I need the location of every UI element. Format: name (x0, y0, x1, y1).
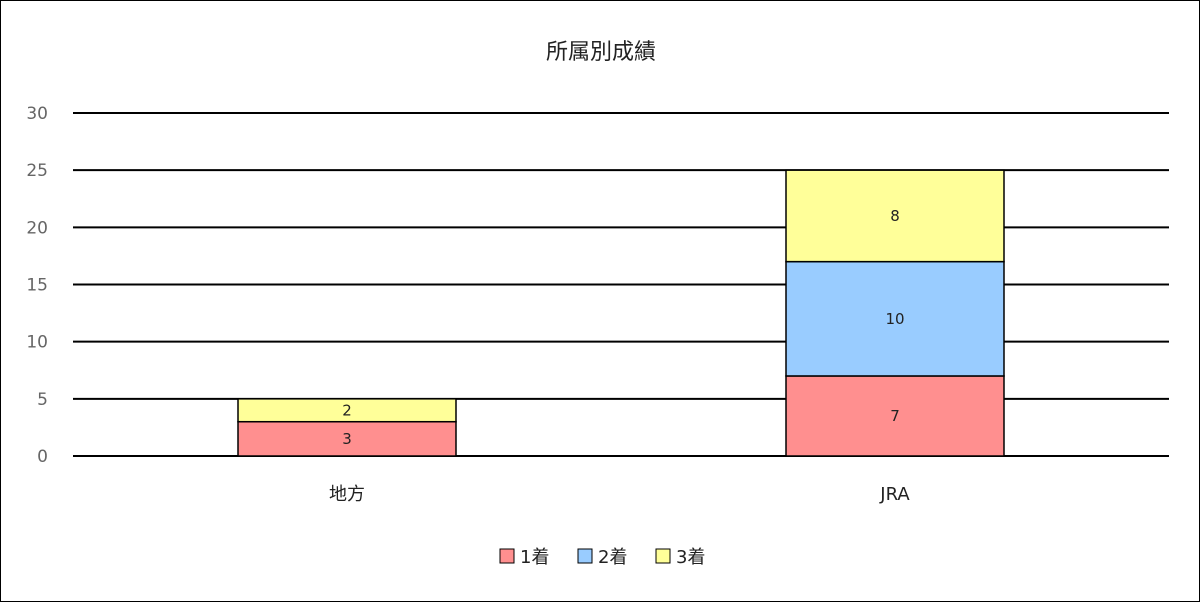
legend-swatch (499, 548, 515, 564)
legend-swatch (577, 548, 593, 564)
x-axis-ticks: 地方 JRA (329, 484, 910, 505)
legend: 1着 2着 3着 (499, 547, 705, 568)
y-tick-label: 0 (37, 447, 48, 467)
data-label: 7 (890, 407, 900, 425)
legend-swatch (655, 548, 671, 564)
x-tick-label: JRA (879, 484, 910, 505)
data-label: 10 (885, 310, 904, 328)
bar-segment (237, 398, 457, 423)
bar-segment (785, 169, 1005, 263)
bars (237, 169, 1005, 457)
y-tick-label: 20 (26, 218, 48, 238)
y-tick-label: 30 (26, 104, 48, 124)
data-label: 3 (342, 430, 352, 448)
bar-segment (237, 420, 457, 457)
data-labels: 3 2 7 10 8 (342, 207, 904, 448)
legend-label: 1着 (520, 547, 549, 568)
y-axis-ticks: 0 5 10 15 20 25 30 (26, 104, 48, 467)
y-tick-label: 15 (26, 276, 48, 296)
bar-segment (785, 260, 1005, 377)
chart-title: 所属別成績 (546, 40, 656, 65)
y-tick-label: 25 (26, 161, 48, 181)
legend-label: 2着 (598, 547, 627, 568)
legend-label: 3着 (676, 547, 705, 568)
bar-segment (785, 375, 1005, 457)
data-label: 8 (890, 207, 900, 225)
y-tick-label: 5 (37, 390, 48, 410)
x-tick-label: 地方 (329, 484, 365, 505)
y-tick-label: 10 (26, 333, 48, 353)
data-label: 2 (342, 401, 352, 419)
